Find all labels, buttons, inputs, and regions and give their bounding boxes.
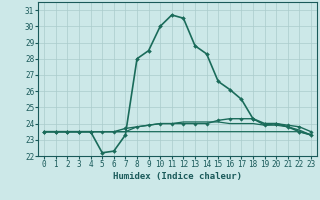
X-axis label: Humidex (Indice chaleur): Humidex (Indice chaleur) (113, 172, 242, 181)
